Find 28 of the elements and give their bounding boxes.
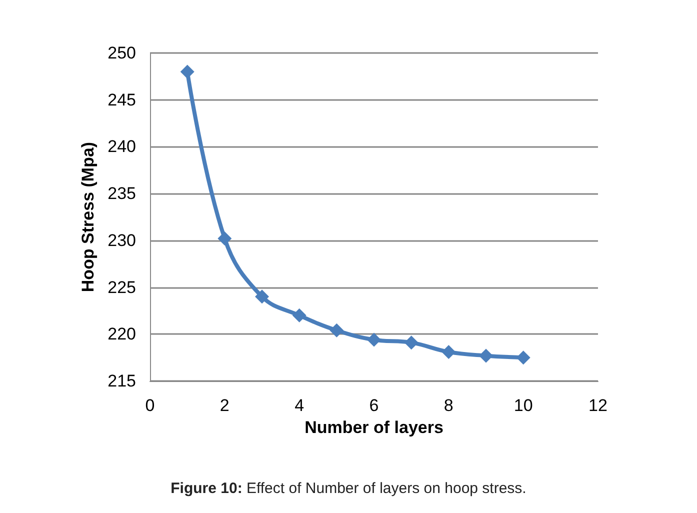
x-tick-label: 8 [444, 396, 454, 415]
x-tick-label: 2 [220, 396, 230, 415]
point [330, 323, 344, 338]
y-tick-label: 220 [108, 324, 136, 344]
point [442, 344, 456, 359]
x-tick-label: 10 [514, 396, 533, 415]
y-tick-label: 215 [108, 372, 136, 390]
point [404, 336, 418, 350]
y-tick-label: 250 [108, 44, 136, 62]
point [516, 350, 530, 365]
caption: Figure 10: Effect of Number of layers on hoop stress. [170, 480, 526, 497]
y-tick-label: 225 [108, 278, 136, 297]
y-axis-title: Hoop Stress (Mpa) [78, 142, 98, 292]
point [218, 232, 232, 246]
point [292, 308, 306, 322]
y-tick-label: 235 [108, 184, 136, 204]
point [479, 348, 493, 363]
x-tick-label: 12 [588, 396, 608, 415]
x-tick-label: 0 [145, 396, 155, 415]
x-axis-title: Number of layers [304, 418, 444, 437]
point [367, 332, 381, 347]
y-tick-label: 230 [108, 230, 136, 250]
point [180, 64, 194, 79]
point [255, 290, 269, 304]
y-tick-label: 245 [108, 90, 136, 110]
x-tick-label: 6 [369, 396, 379, 415]
x-tick-label: 4 [294, 396, 304, 415]
y-tick-label: 240 [108, 137, 136, 156]
